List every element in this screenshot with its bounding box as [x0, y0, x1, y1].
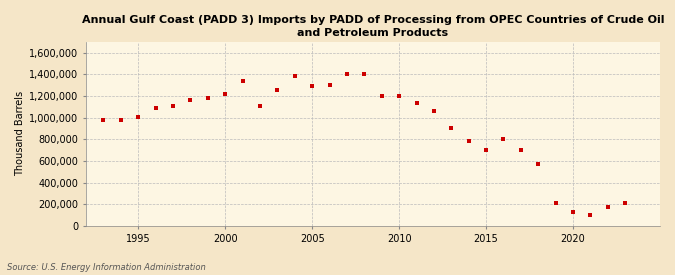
Title: Annual Gulf Coast (PADD 3) Imports by PADD of Processing from OPEC Countries of : Annual Gulf Coast (PADD 3) Imports by PA… — [82, 15, 664, 38]
Text: Source: U.S. Energy Information Administration: Source: U.S. Energy Information Administ… — [7, 263, 205, 272]
Y-axis label: Thousand Barrels: Thousand Barrels — [15, 91, 25, 176]
